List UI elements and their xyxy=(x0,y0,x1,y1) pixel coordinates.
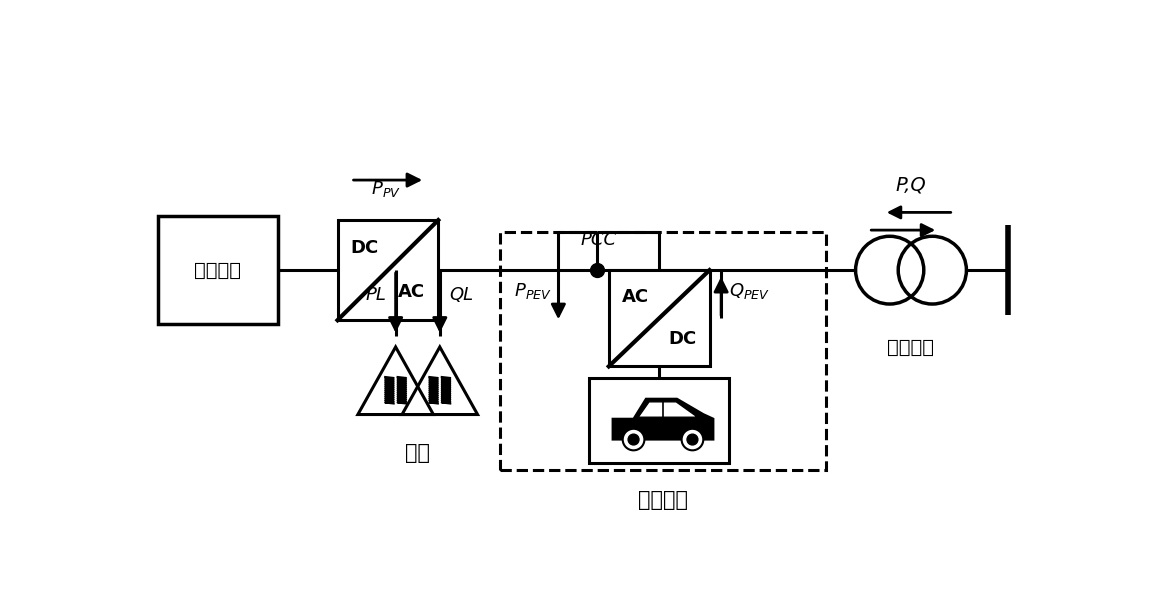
Circle shape xyxy=(628,434,639,445)
Bar xyxy=(590,378,729,462)
Text: QL: QL xyxy=(450,286,474,304)
Circle shape xyxy=(622,429,644,450)
Text: PL: PL xyxy=(366,286,386,304)
Text: 电动汽车: 电动汽车 xyxy=(638,490,688,510)
Polygon shape xyxy=(613,399,713,440)
Text: 屋顶光伏: 屋顶光伏 xyxy=(194,261,242,280)
Circle shape xyxy=(687,434,698,445)
Bar xyxy=(608,270,710,367)
Text: 外部电网: 外部电网 xyxy=(888,338,935,357)
Text: DC: DC xyxy=(351,239,378,257)
Text: AC: AC xyxy=(622,288,650,306)
Polygon shape xyxy=(638,402,696,417)
Text: P,Q: P,Q xyxy=(896,176,927,195)
Text: Q$_{\mathregular{PEV}}$: Q$_{\mathregular{PEV}}$ xyxy=(729,281,770,301)
Text: DC: DC xyxy=(668,330,697,349)
Text: P$_{\mathregular{PEV}}$: P$_{\mathregular{PEV}}$ xyxy=(514,281,552,301)
Bar xyxy=(158,216,278,324)
Text: 负载: 负载 xyxy=(405,443,430,464)
Text: PCC: PCC xyxy=(581,231,616,248)
Bar xyxy=(500,232,826,470)
Bar xyxy=(337,220,438,320)
Text: P$_{\mathregular{PV}}$: P$_{\mathregular{PV}}$ xyxy=(371,178,401,199)
Circle shape xyxy=(682,429,704,450)
Text: AC: AC xyxy=(398,283,424,301)
